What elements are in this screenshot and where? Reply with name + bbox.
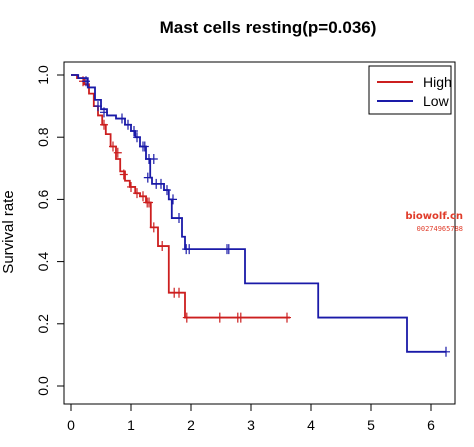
censor-mark-high xyxy=(145,197,153,208)
survival-curves xyxy=(71,74,450,357)
censor-mark-low xyxy=(175,213,183,224)
censor-mark-high xyxy=(119,169,128,180)
censor-mark-low xyxy=(124,119,132,130)
y-tick-label: 0.0 xyxy=(35,376,51,396)
x-tick-label: 4 xyxy=(307,417,315,433)
censor-mark-high xyxy=(236,312,245,323)
censor-mark-low xyxy=(224,244,233,255)
legend-box xyxy=(368,65,452,115)
censor-mark-high xyxy=(283,312,291,323)
x-tick-label: 6 xyxy=(427,417,435,433)
censor-mark-low xyxy=(185,244,194,255)
censor-mark-high xyxy=(100,119,108,130)
censor-mark-low xyxy=(100,107,108,118)
censor-mark-high xyxy=(149,222,158,233)
censor-mark-low xyxy=(149,153,158,164)
censor-mark-low xyxy=(157,178,165,189)
censor-mark-low xyxy=(163,185,171,196)
censor-mark-high xyxy=(127,181,135,192)
legend: High Low xyxy=(368,65,452,115)
censor-mark-high xyxy=(133,188,141,199)
censor-mark-high xyxy=(113,147,122,158)
censor-mark-low xyxy=(130,125,138,136)
chart-title: Mast cells resting(p=0.036) xyxy=(160,18,377,37)
y-tick-label: 0.6 xyxy=(35,189,51,209)
censor-mark-high xyxy=(182,312,191,323)
y-tick-label: 0.4 xyxy=(35,252,51,272)
censor-mark-low xyxy=(82,76,90,87)
y-tick-label: 0.2 xyxy=(35,314,51,334)
censor-mark-high xyxy=(139,191,147,202)
legend-label-low: Low xyxy=(423,93,450,109)
censor-mark-low xyxy=(118,113,126,124)
censor-mark-low xyxy=(140,141,149,152)
watermark-site: biowolf.cn xyxy=(405,211,463,222)
censor-mark-low xyxy=(442,346,450,357)
censor-mark-low xyxy=(94,101,102,112)
censor-mark-low xyxy=(169,194,177,205)
y-axis-label: Survival rate xyxy=(0,190,17,273)
censor-mark-high xyxy=(175,287,183,298)
x-axis: 0 1 2 3 4 5 6 xyxy=(67,404,435,433)
censor-mark-low xyxy=(133,132,141,143)
censor-mark-high xyxy=(109,141,117,152)
y-tick-label: 0.8 xyxy=(35,127,51,147)
plot-frame xyxy=(63,61,456,405)
censor-mark-low xyxy=(143,172,152,183)
y-tick-label: 1.0 xyxy=(35,65,51,85)
x-tick-label: 3 xyxy=(247,417,255,433)
censor-mark-high xyxy=(215,312,224,323)
x-tick-label: 0 xyxy=(67,417,75,433)
x-tick-label: 1 xyxy=(127,417,135,433)
legend-label-high: High xyxy=(423,74,452,90)
x-tick-label: 2 xyxy=(187,417,195,433)
x-tick-label: 5 xyxy=(367,417,375,433)
censor-mark-high xyxy=(158,241,167,252)
watermark-id: 00274965788 xyxy=(417,225,463,233)
y-axis: 0.0 0.2 0.4 0.6 0.8 1.0 xyxy=(35,65,64,396)
curve-low xyxy=(71,74,446,353)
